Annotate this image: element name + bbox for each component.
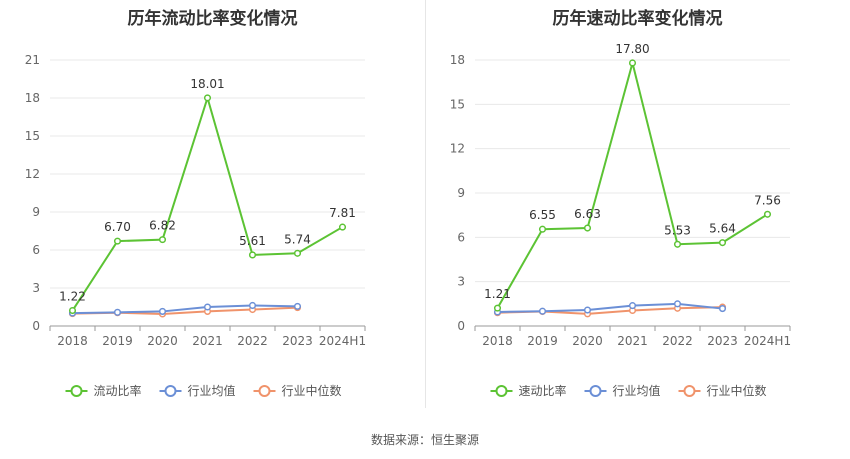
y-tick-label: 15: [450, 97, 465, 111]
data-point: [68, 306, 77, 315]
data-label: 6.63: [574, 207, 601, 221]
data-point: [493, 304, 502, 312]
x-tick-label: 2018: [482, 334, 513, 348]
y-tick-label: 18: [450, 53, 465, 67]
y-tick-label: 9: [32, 205, 40, 219]
data-label: 7.56: [754, 193, 781, 207]
data-point: [583, 306, 592, 314]
data-point: [338, 223, 347, 231]
x-tick-label: 2022: [237, 334, 268, 348]
legend-swatch-marker: [164, 385, 177, 397]
data-label: 5.61: [239, 234, 266, 248]
data-point: [293, 249, 302, 257]
legend-swatch-marker: [589, 385, 602, 397]
data-point: [113, 237, 122, 245]
data-point: [718, 239, 727, 247]
series-line-main: [496, 58, 769, 309]
x-tick-label: 2024H1: [319, 334, 366, 348]
series-line-main: [71, 94, 344, 312]
data-point: [583, 224, 592, 232]
y-tick-label: 3: [32, 281, 40, 295]
data-label: 1.22: [59, 290, 86, 304]
data-point: [718, 305, 727, 313]
y-tick-label: 0: [457, 319, 465, 333]
y-tick-label: 3: [457, 275, 465, 289]
data-point: [763, 210, 772, 218]
data-source-note: 数据来源：恒生聚源: [370, 433, 479, 447]
legend-label: 行业均值: [188, 383, 236, 398]
legend-swatch-marker: [495, 385, 508, 397]
data-point: [158, 307, 167, 315]
data-point: [538, 307, 547, 315]
data-label: 5.53: [664, 223, 691, 237]
x-tick-label: 2024H1: [744, 334, 791, 348]
x-tick-label: 2022: [662, 334, 693, 348]
data-point: [673, 300, 682, 308]
x-tick-label: 2023: [707, 334, 738, 348]
data-label: 1.21: [484, 287, 511, 301]
series-line-industry-mean: [497, 302, 723, 313]
legend-label: 流动比率: [94, 383, 142, 398]
legend-swatch-marker: [70, 385, 83, 397]
data-label: 18.01: [190, 77, 224, 91]
y-tick-label: 6: [457, 230, 465, 244]
series-line-industry-mean: [72, 304, 298, 315]
x-tick-label: 2023: [282, 334, 313, 348]
legend-swatch-marker: [683, 385, 696, 397]
data-point: [248, 251, 257, 259]
y-tick-label: 12: [450, 142, 465, 156]
data-label: 17.80: [615, 42, 649, 56]
legend-label: 行业均值: [613, 383, 661, 398]
chart-title: 历年流动比率变化情况: [127, 9, 298, 29]
x-tick-label: 2020: [147, 334, 178, 348]
y-tick-label: 12: [25, 167, 40, 181]
data-point: [113, 308, 122, 316]
panel-divider: [425, 0, 426, 408]
data-label: 6.55: [529, 208, 556, 222]
current-ratio-plot: 0 3 6 9 12 15 18 21 2018 2019 2020 2021 2022 2023 2024…: [25, 53, 366, 398]
data-label: 6.82: [149, 219, 176, 233]
x-tick-label: 2021: [617, 334, 648, 348]
quick-ratio-chart: 历年速动比率变化情况 0 3 6 9 12 15 18 2018 2019 2020 2021 202…: [425, 0, 850, 420]
x-tick-label: 2019: [102, 334, 133, 348]
data-label: 7.81: [329, 206, 356, 220]
data-point: [538, 225, 547, 233]
data-point: [203, 303, 212, 311]
y-tick-label: 21: [25, 53, 40, 67]
data-point: [293, 302, 302, 310]
x-tick-label: 2021: [192, 334, 223, 348]
y-tick-label: 0: [32, 319, 40, 333]
data-point: [628, 59, 637, 67]
data-point: [628, 302, 637, 310]
legend-label: 行业中位数: [282, 383, 342, 398]
data-point: [203, 94, 212, 102]
data-label: 5.64: [709, 222, 736, 236]
data-label: 6.70: [104, 220, 131, 234]
data-point: [158, 236, 167, 244]
x-tick-label: 2020: [572, 334, 603, 348]
y-tick-label: 15: [25, 129, 40, 143]
legend-swatch-marker: [258, 385, 271, 397]
legend-label: 速动比率: [519, 383, 567, 398]
legend-label: 行业中位数: [707, 383, 767, 398]
y-tick-label: 6: [32, 243, 40, 257]
current-ratio-chart: 历年流动比率变化情况 0 3 6 9 12 15 18 21 2018 2019 2020 2021 2…: [0, 0, 425, 420]
data-label: 5.74: [284, 232, 311, 246]
y-tick-label: 9: [457, 186, 465, 200]
data-point: [248, 301, 257, 310]
data-point: [673, 240, 682, 248]
x-tick-label: 2018: [57, 334, 88, 348]
quick-ratio-plot: 0 3 6 9 12 15 18 2018 2019 2020 2021 2022 2023 2024H1…: [450, 42, 791, 398]
chart-title: 历年速动比率变化情况: [552, 9, 723, 29]
x-tick-label: 2019: [527, 334, 558, 348]
y-tick-label: 18: [25, 91, 40, 105]
